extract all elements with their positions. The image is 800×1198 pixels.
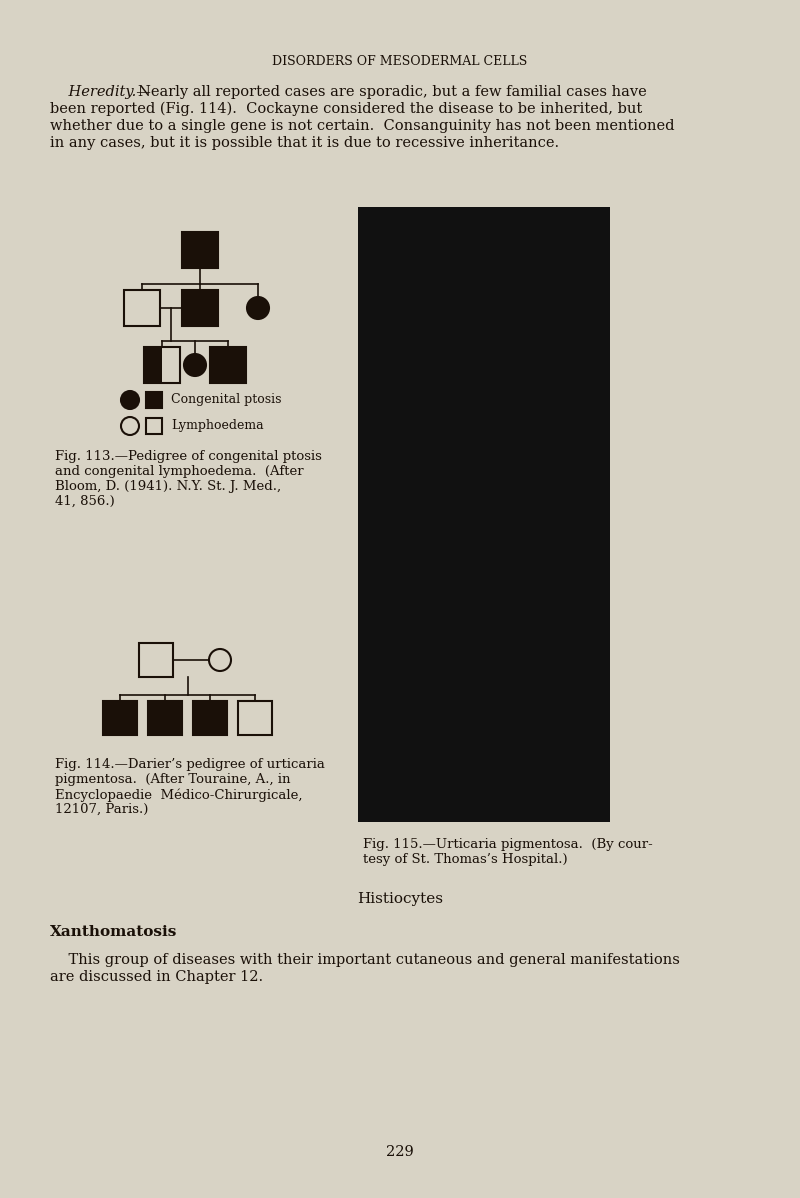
Bar (193, 701, 227, 736)
Bar (238, 701, 272, 736)
Text: in any cases, but it is possible that it is due to recessive inheritance.: in any cases, but it is possible that it… (50, 137, 559, 150)
Bar (144, 347, 162, 383)
Text: DISORDERS OF MESODERMAL CELLS: DISORDERS OF MESODERMAL CELLS (272, 55, 528, 68)
Text: are discussed in Chapter 12.: are discussed in Chapter 12. (50, 970, 263, 984)
Text: This group of diseases with their important cutaneous and general manifestations: This group of diseases with their import… (50, 952, 680, 967)
Bar (358, 207, 610, 822)
Text: Fig. 115.—Urticaria pigmentosa.  (By cour­: Fig. 115.—Urticaria pigmentosa. (By cour… (363, 837, 653, 851)
Text: whether due to a single gene is not certain.  Consanguinity has not been mention: whether due to a single gene is not cert… (50, 119, 674, 133)
Bar (103, 701, 137, 736)
Circle shape (121, 391, 139, 409)
Bar (182, 232, 218, 268)
Text: Bloom, D. (1941). N.Y. St. J. Med.,: Bloom, D. (1941). N.Y. St. J. Med., (55, 480, 281, 494)
Bar (144, 347, 180, 383)
Bar (182, 290, 218, 326)
Text: 12107, Paris.): 12107, Paris.) (55, 803, 148, 816)
Text: 229: 229 (386, 1145, 414, 1158)
Text: Encyclopaedie  Médico-Chirurgicale,: Encyclopaedie Médico-Chirurgicale, (55, 788, 302, 801)
Text: Fig. 114.—Darier’s pedigree of urticaria: Fig. 114.—Darier’s pedigree of urticaria (55, 758, 325, 772)
Bar (148, 701, 182, 736)
Text: Fig. 113.—Pedigree of congenital ptosis: Fig. 113.—Pedigree of congenital ptosis (55, 450, 322, 462)
Text: been reported (Fig. 114).  Cockayne considered the disease to be inherited, but: been reported (Fig. 114). Cockayne consi… (50, 102, 642, 116)
Circle shape (121, 417, 139, 435)
Circle shape (247, 297, 269, 319)
Text: Lymphoedema: Lymphoedema (171, 419, 264, 432)
Bar (146, 392, 162, 409)
Text: Nearly all reported cases are sporadic, but a few familial cases have: Nearly all reported cases are sporadic, … (138, 85, 646, 99)
Text: Heredity.—: Heredity.— (50, 85, 151, 99)
Text: and congenital lymphoedema.  (After: and congenital lymphoedema. (After (55, 465, 304, 478)
Bar (124, 290, 160, 326)
Circle shape (184, 353, 206, 376)
Bar (146, 418, 162, 434)
Circle shape (209, 649, 231, 671)
Text: Congenital ptosis: Congenital ptosis (171, 393, 282, 406)
Text: pigmentosa.  (After Touraine, A., in: pigmentosa. (After Touraine, A., in (55, 773, 290, 786)
Text: 41, 856.): 41, 856.) (55, 495, 114, 508)
Text: Histiocytes: Histiocytes (357, 893, 443, 906)
Bar (139, 643, 173, 677)
Text: tesy of St. Thomas’s Hospital.): tesy of St. Thomas’s Hospital.) (363, 853, 568, 866)
Bar (210, 347, 246, 383)
Text: Xanthomatosis: Xanthomatosis (50, 925, 178, 939)
